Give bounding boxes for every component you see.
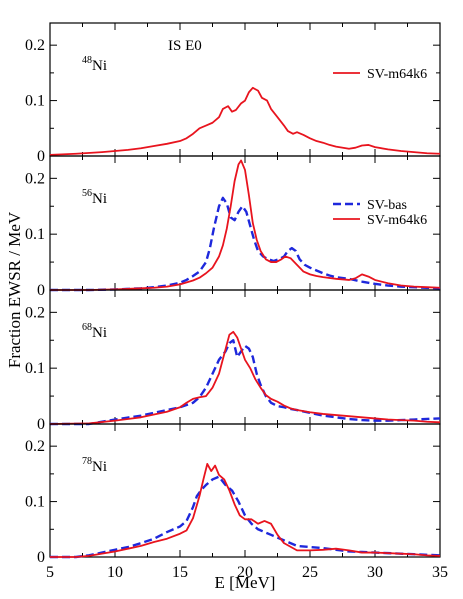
mass-number: 48 <box>82 55 92 66</box>
x-axis-label: E [MeV] <box>215 573 276 592</box>
legend-label: SV-bas <box>367 198 407 213</box>
y-tick-label: 0 <box>37 282 45 299</box>
mass-number: 56 <box>82 188 92 199</box>
x-tick-label: 5 <box>46 564 54 581</box>
y-tick-label: 0 <box>37 549 45 566</box>
series-line-sv-m64k6 <box>50 463 441 558</box>
x-tick-label: 15 <box>172 564 188 581</box>
series-line-sv-m64k6 <box>49 330 441 425</box>
panel-48ni: 0 0.1 0.2 48Ni IS E0 SV-m64k6 <box>25 22 441 165</box>
legend-label: SV-m64k6 <box>367 67 427 82</box>
y-tick-label: 0.1 <box>25 93 45 110</box>
y-tick-label: 0.2 <box>25 170 45 187</box>
x-tick-label: 35 <box>432 564 448 581</box>
y-tick-label: 0 <box>37 416 45 433</box>
nucleus-label: 56Ni <box>82 188 107 207</box>
y-tick-label: 0 <box>37 148 45 165</box>
panel-frame <box>49 22 441 157</box>
y-tick-label: 0.1 <box>25 494 45 511</box>
panel-frame <box>49 423 441 558</box>
x-tick-label: 20 <box>237 564 253 581</box>
element-symbol: Ni <box>92 459 107 475</box>
nucleus-label: 78Ni <box>82 456 107 475</box>
mass-number: 68 <box>82 322 92 333</box>
series-line-sv-m64k6 <box>50 159 441 291</box>
panel-68ni: 0 0.1 0.2 68Ni <box>25 289 441 433</box>
mass-number: 78 <box>82 456 92 467</box>
y-tick-label: 0.2 <box>25 37 45 54</box>
x-tick-label: 30 <box>367 564 383 581</box>
y-axis-label: Fraction EWSR / MeV <box>5 211 24 368</box>
panel-78ni: 5 10 15 20 25 30 35 0 0.1 0.2 78Ni <box>25 423 448 581</box>
element-symbol: Ni <box>92 325 107 341</box>
series-line-sv-bas <box>50 196 441 292</box>
y-tick-label: 0.1 <box>25 226 45 243</box>
legend-label: SV-m64k6 <box>367 213 427 228</box>
element-symbol: Ni <box>92 191 107 207</box>
nucleus-label: 48Ni <box>82 55 107 74</box>
y-tick-label: 0.1 <box>25 360 45 377</box>
nucleus-label: 68Ni <box>82 322 107 341</box>
series-line-sv-bas <box>50 339 441 426</box>
x-tick-label: 10 <box>107 564 123 581</box>
element-symbol: Ni <box>92 58 107 74</box>
annotation-is-e0: IS E0 <box>168 38 202 54</box>
y-tick-label: 0.2 <box>25 304 45 321</box>
y-tick-label: 0.2 <box>25 438 45 455</box>
x-tick-label: 25 <box>302 564 318 581</box>
panel-frame <box>49 289 441 425</box>
series-line-sv-m64k6 <box>49 86 441 156</box>
series-line-sv-bas <box>50 475 441 559</box>
